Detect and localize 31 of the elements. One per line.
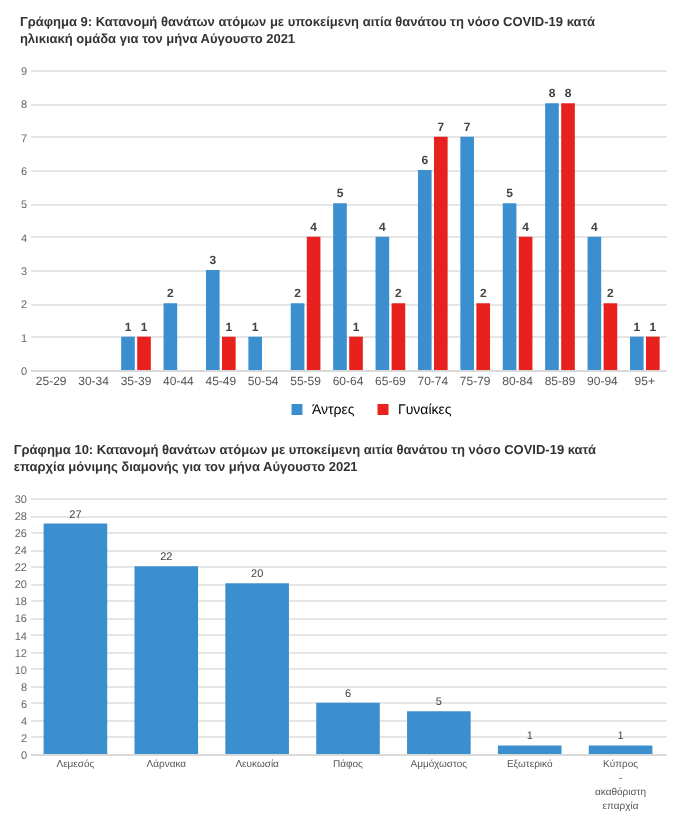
bar bbox=[290, 303, 305, 370]
bar bbox=[502, 203, 517, 370]
bar bbox=[306, 236, 321, 370]
bar bbox=[629, 336, 644, 370]
bar bbox=[460, 136, 474, 370]
bar bbox=[518, 236, 533, 370]
bar bbox=[333, 203, 347, 370]
bar bbox=[407, 711, 471, 754]
bar bbox=[222, 336, 236, 370]
bar bbox=[646, 336, 660, 370]
bar bbox=[588, 745, 653, 754]
bar bbox=[248, 336, 262, 370]
bar bbox=[316, 702, 380, 754]
bar bbox=[417, 170, 432, 370]
bar bbox=[476, 303, 491, 370]
bar bbox=[121, 336, 135, 370]
bar bbox=[205, 270, 220, 370]
bar bbox=[43, 523, 108, 754]
bar bbox=[587, 236, 602, 370]
bar bbox=[349, 336, 363, 370]
bar bbox=[391, 303, 406, 370]
bar bbox=[137, 336, 151, 370]
bar bbox=[497, 745, 562, 754]
bar bbox=[561, 103, 575, 370]
bar bbox=[225, 583, 289, 754]
bar bbox=[134, 566, 199, 754]
bar bbox=[163, 303, 178, 370]
bar bbox=[434, 136, 448, 370]
bar bbox=[375, 236, 390, 370]
bar bbox=[603, 303, 618, 370]
bar bbox=[545, 103, 559, 370]
